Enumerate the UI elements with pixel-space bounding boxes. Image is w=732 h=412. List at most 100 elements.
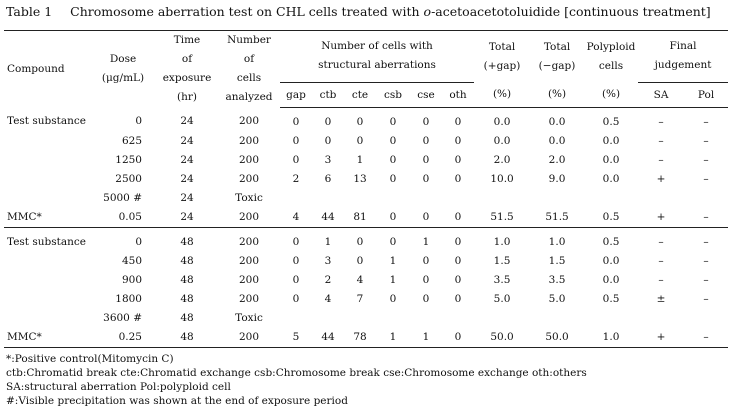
cell-cse: 0 (422, 210, 430, 223)
header-cells-analyzed: Number of cells analyzed (218, 31, 280, 108)
cell-pol: – (703, 153, 709, 166)
cell-dose: 450 (121, 254, 142, 267)
cell-poly: 0.5 (584, 226, 639, 252)
cell-poly: 0.0 (602, 172, 620, 185)
cell-cse: 0 (422, 153, 430, 166)
header-time-text: Time of exposure (hr) (162, 34, 212, 103)
table-row: 1800 48 200 0 4 7 0 0 0 5.0 5.0 0.5 ± – (4, 290, 728, 309)
cell-compound (4, 151, 90, 170)
cell-dose: 2500 (115, 172, 142, 185)
cell-tp: 3.5 (493, 273, 511, 286)
table-row: Test substance 0 48 200 0 1 0 0 1 0 1.0 1.0 0.5– – (4, 226, 729, 252)
header-sa: SA (638, 82, 685, 108)
cell-gap (280, 309, 312, 328)
cell-csb: 0 (389, 172, 397, 185)
cell-gap: 5 (280, 327, 312, 348)
cell-csb: 0 (389, 115, 397, 128)
cell-oth: 0 (454, 292, 462, 305)
footnote-mmc: *:Positive control(Mitomycin C) (6, 353, 174, 365)
cell-tp: 1.0 (474, 226, 531, 252)
cell-gap: 0 (292, 153, 300, 166)
footnotes: *:Positive control(Mitomycin C) ctb:Chro… (6, 352, 587, 408)
cell-dose: 1800 (115, 292, 142, 305)
cell-sa: – (638, 226, 685, 252)
cell-oth: 0 (454, 210, 462, 223)
cell-oth: 0 (454, 153, 462, 166)
cell-tm: 0.0 (548, 115, 566, 128)
cell-tm (530, 309, 584, 328)
header-cells-text: Number of cells analyzed (225, 34, 273, 103)
cell-n: 200 (238, 134, 260, 147)
cell-pol: – (703, 172, 709, 185)
cell-compound (4, 290, 90, 309)
cell-sa: – (658, 273, 664, 286)
cell-ctb: 2 (324, 273, 332, 286)
cell-sa: – (658, 254, 664, 267)
header-aberrations-text: Number of cells with structural aberrati… (318, 40, 436, 72)
cell-sa: + (656, 210, 666, 223)
cell-poly: 0.0 (602, 134, 620, 147)
caption-label: Table 1 (6, 4, 53, 19)
cell-gap: 2 (292, 172, 300, 185)
header-dose-label: Dose (109, 53, 137, 65)
cell-oth (442, 189, 474, 208)
cell-csb: 0 (389, 153, 397, 166)
cell-cse: 0 (422, 254, 430, 267)
cell-tm: 50.0 (530, 327, 585, 348)
cell-compound (4, 132, 90, 151)
header-total-minus: Total (−gap) (530, 31, 584, 83)
cell-csb (376, 189, 410, 208)
header-oth: oth (442, 82, 475, 108)
aberration-table: Compound Dose (μg/mL) Time of exposure (h… (4, 30, 729, 348)
table-row: 900 48 200 0 2 4 1 0 0 3.5 3.5 0.0 – – (4, 271, 728, 290)
cell-pol (684, 309, 728, 328)
cell-ctb: 44 (312, 327, 344, 348)
header-csb: csb (376, 82, 410, 108)
caption-title-prefix: Chromosome aberration test on CHL cells … (70, 4, 424, 19)
header-final: Final judgement (638, 30, 729, 83)
cell-n: 200 (238, 254, 260, 267)
header-polyploid: Polyploid cells (584, 31, 638, 83)
cell-oth: 0 (454, 172, 462, 185)
cell-ctb (312, 309, 344, 328)
cell-time: 24 (180, 134, 194, 147)
cell-poly: 0.5 (602, 115, 620, 128)
cell-ctb: 1 (312, 226, 344, 252)
cell-ctb: 0 (324, 134, 332, 147)
cell-dose: 0.25 (90, 327, 156, 348)
table-body: Test substance 0 24 200 0 0 0 0 0 0 0.0 0.0 0.5– –625… (4, 107, 729, 348)
cell-poly: 0.0 (602, 254, 620, 267)
cell-poly (584, 309, 638, 328)
cell-sa: – (658, 153, 664, 166)
cell-n: Toxic (235, 311, 263, 324)
cell-compound: Test substance (4, 226, 90, 252)
cell-sa: – (658, 134, 664, 147)
header-final-text: Final judgement (654, 40, 712, 72)
cell-tp: 5.0 (493, 292, 511, 305)
cell-pol (684, 189, 728, 208)
cell-cte: 1 (356, 153, 364, 166)
header-dose-unit: (μg/mL) (101, 72, 145, 84)
cell-ctb: 44 (321, 210, 335, 223)
cell-cse: 0 (422, 273, 430, 286)
cell-tm: 0.0 (548, 134, 566, 147)
cell-sa (638, 189, 684, 208)
cell-compound (4, 189, 90, 208)
cell-oth: 0 (454, 115, 462, 128)
cell-csb: 1 (389, 273, 397, 286)
header-cte: cte (344, 82, 376, 108)
header-percent-poly: (%) (584, 82, 639, 108)
cell-cte: 0 (356, 115, 364, 128)
cell-cse: 0 (422, 134, 430, 147)
cell-time: 48 (180, 292, 194, 305)
header-percent-plus: (%) (474, 82, 531, 108)
cell-time: 48 (180, 254, 194, 267)
cell-ctb: 4 (324, 292, 332, 305)
cell-compound (4, 271, 90, 290)
cell-n: 200 (238, 292, 260, 305)
cell-pol: – (684, 226, 729, 252)
cell-gap (280, 189, 312, 208)
cell-tp: 51.5 (490, 210, 514, 223)
cell-time: 24 (180, 210, 194, 223)
cell-sa: + (638, 327, 685, 348)
